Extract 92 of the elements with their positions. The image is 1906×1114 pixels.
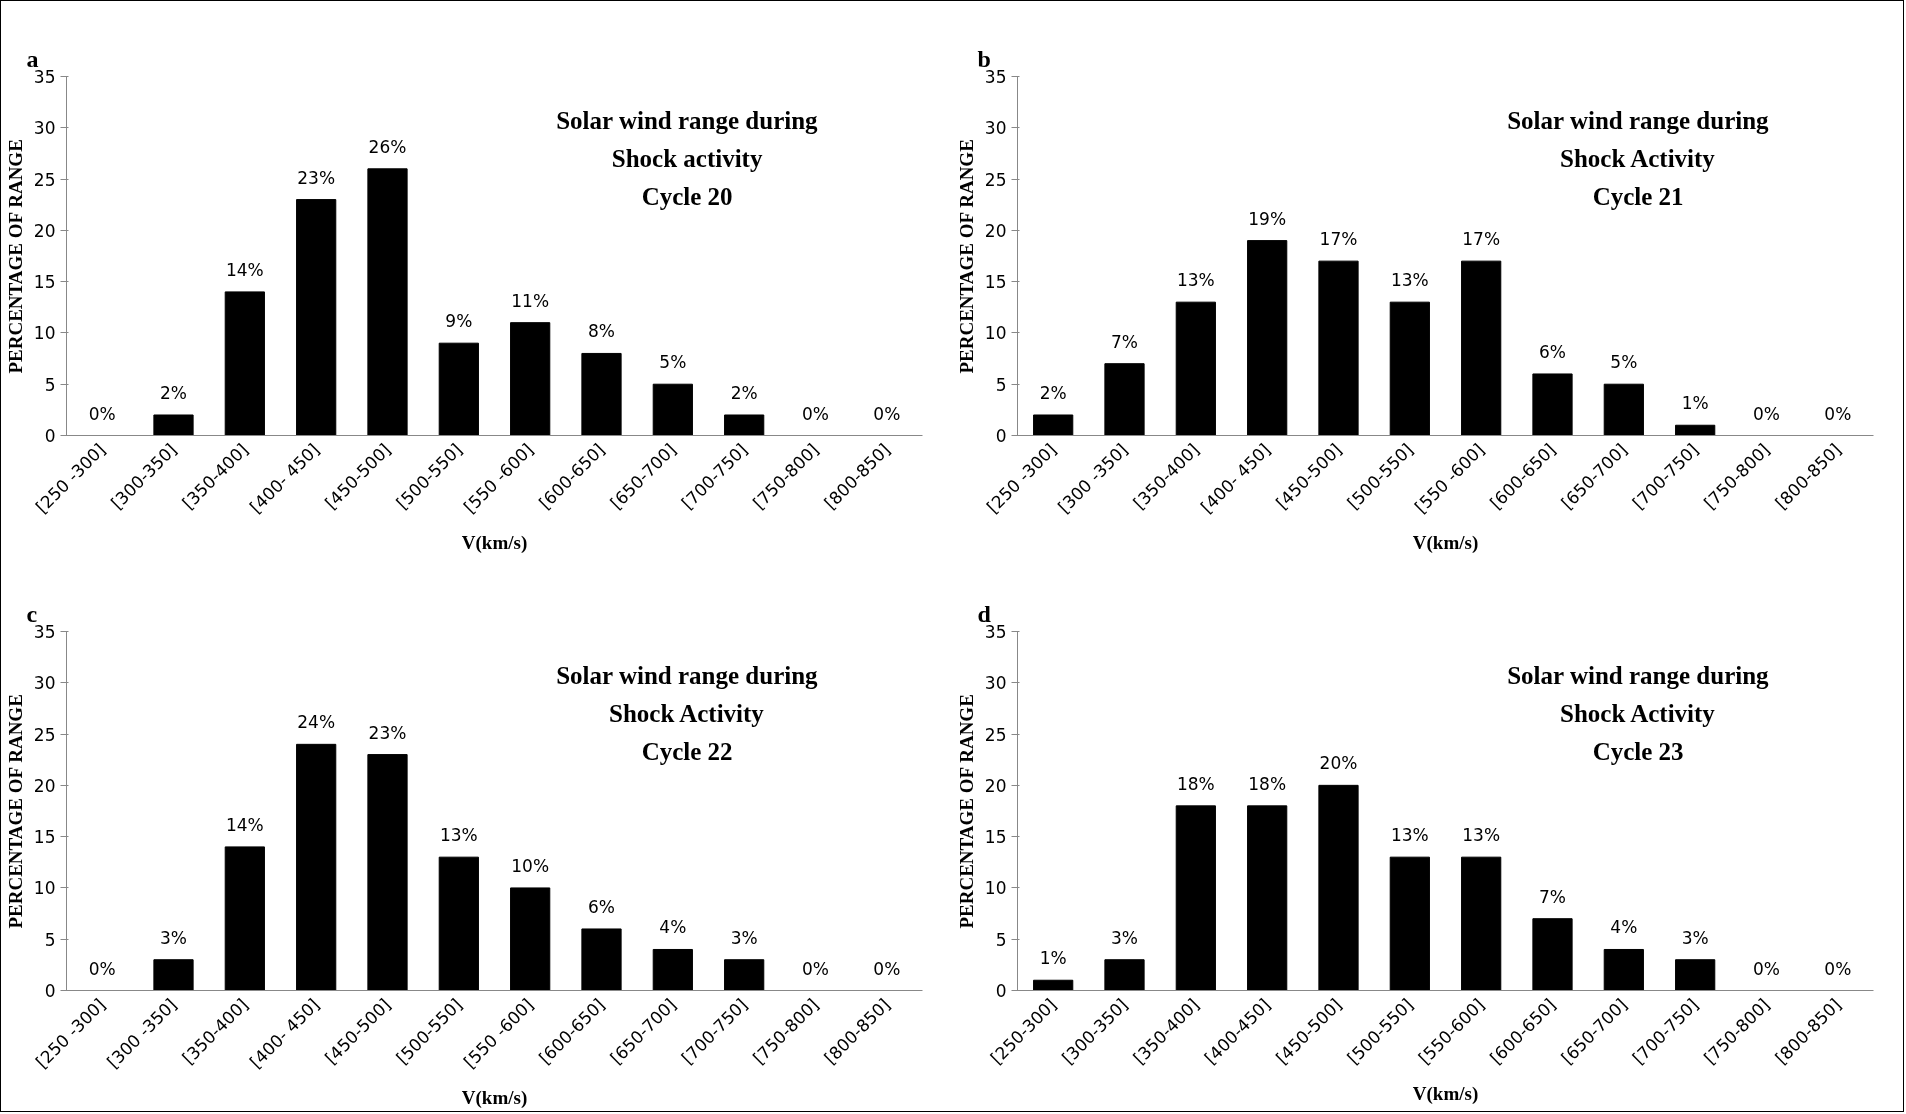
x-axis-title: V(km/s) — [461, 532, 528, 555]
y-tick-label: 15 — [984, 827, 1007, 848]
y-tick-label: 15 — [33, 827, 56, 848]
data-label: 10% — [511, 855, 550, 876]
data-label: 23% — [297, 167, 336, 188]
data-label: 7% — [1111, 331, 1138, 352]
data-label: 13% — [1462, 825, 1501, 846]
data-label: 13% — [1390, 270, 1429, 291]
y-tick-label: 5 — [995, 374, 1007, 395]
data-label: 0% — [1824, 958, 1852, 979]
y-tick-label: 35 — [984, 67, 1007, 87]
y-axis-title: PERCENTAGE OF RANGE — [955, 139, 977, 374]
data-label: 26% — [368, 136, 407, 157]
y-tick-label: 10 — [984, 323, 1007, 344]
y-tick-label: 5 — [44, 374, 56, 395]
y-tick-label: 0 — [995, 981, 1007, 1001]
data-label: 2% — [1039, 382, 1067, 403]
y-tick-label: 0 — [44, 981, 56, 1001]
data-label: 14% — [225, 814, 264, 835]
y-tick-label: 10 — [33, 878, 56, 899]
data-label: 6% — [1539, 341, 1566, 362]
y-tick-label: 25 — [33, 169, 56, 190]
y-tick-label: 30 — [33, 118, 56, 139]
y-tick-label: 5 — [44, 929, 56, 950]
data-label: 4% — [659, 917, 687, 938]
data-label: 14% — [225, 259, 264, 280]
y-tick-label: 25 — [984, 724, 1007, 745]
y-tick-label: 10 — [984, 878, 1007, 899]
data-label: 0% — [88, 403, 116, 424]
data-label: 23% — [368, 722, 407, 743]
y-tick-label: 20 — [984, 220, 1007, 241]
data-label: 4% — [1610, 917, 1638, 938]
data-label: 5% — [1610, 352, 1638, 373]
data-label: 19% — [1248, 208, 1287, 229]
y-tick-label: 35 — [33, 622, 56, 642]
data-label: 11% — [511, 290, 550, 311]
data-label: 3% — [160, 927, 187, 948]
y-tick-label: 25 — [33, 724, 56, 745]
data-label: 0% — [1753, 958, 1780, 979]
data-label: 2% — [160, 382, 187, 403]
y-tick-label: 20 — [33, 220, 56, 241]
y-tick-label: 35 — [33, 67, 56, 87]
y-tick-label: 0 — [995, 426, 1007, 446]
data-label: 0% — [873, 403, 901, 424]
y-tick-label: 30 — [984, 118, 1007, 139]
data-label: 18% — [1176, 773, 1215, 794]
y-axis-title: PERCENTAGE OF RANGE — [955, 694, 977, 929]
y-tick-label: 20 — [33, 775, 56, 796]
data-label: 0% — [802, 958, 829, 979]
data-label: 6% — [588, 896, 615, 917]
y-tick-label: 15 — [33, 272, 56, 293]
y-tick-label: 25 — [984, 169, 1007, 190]
x-axis-title: V(km/s) — [1412, 1083, 1479, 1106]
data-label: 7% — [1539, 886, 1566, 907]
x-axis-title: V(km/s) — [461, 1087, 528, 1110]
data-label: 3% — [730, 927, 758, 948]
y-axis-title: PERCENTAGE OF RANGE — [4, 694, 26, 929]
text: Solar wind range during Shock Activity Cycle 23 — [1507, 662, 1770, 766]
data-label: 13% — [1176, 270, 1215, 291]
data-label: 2% — [730, 382, 758, 403]
x-axis-title: V(km/s) — [1412, 532, 1479, 555]
data-label: 20% — [1319, 753, 1358, 774]
y-tick-label: 5 — [995, 929, 1007, 950]
data-label: 0% — [1753, 403, 1780, 424]
text: Solar wind range during Shock Activity Cycle 21 — [1507, 107, 1770, 211]
text: Solar wind range during Shock activity Cycle 20 — [556, 107, 819, 211]
data-label: 0% — [88, 958, 116, 979]
data-label: 8% — [588, 321, 615, 342]
data-label: 5% — [659, 352, 687, 373]
y-tick-label: 15 — [984, 272, 1007, 293]
y-tick-label: 10 — [33, 323, 56, 344]
y-tick-label: 20 — [984, 775, 1007, 796]
y-tick-label: 35 — [984, 622, 1007, 642]
data-label: 0% — [802, 403, 829, 424]
data-label: 3% — [1111, 927, 1138, 948]
data-label: 9% — [445, 311, 473, 332]
data-label: 0% — [873, 958, 901, 979]
data-label: 13% — [1390, 825, 1429, 846]
text: Solar wind range during Shock Activity Cycle 22 — [556, 662, 819, 766]
data-label: 17% — [1319, 229, 1358, 250]
y-tick-label: 30 — [984, 673, 1007, 694]
data-label: 1% — [1681, 393, 1709, 414]
data-label: 1% — [1039, 948, 1067, 969]
y-tick-label: 30 — [33, 673, 56, 694]
y-axis-title: PERCENTAGE OF RANGE — [4, 139, 26, 374]
data-label: 24% — [297, 712, 336, 733]
data-label: 13% — [439, 825, 478, 846]
y-tick-label: 0 — [44, 426, 56, 446]
data-label: 0% — [1824, 403, 1852, 424]
data-label: 17% — [1462, 229, 1501, 250]
data-label: 3% — [1681, 927, 1709, 948]
data-label: 18% — [1248, 773, 1287, 794]
